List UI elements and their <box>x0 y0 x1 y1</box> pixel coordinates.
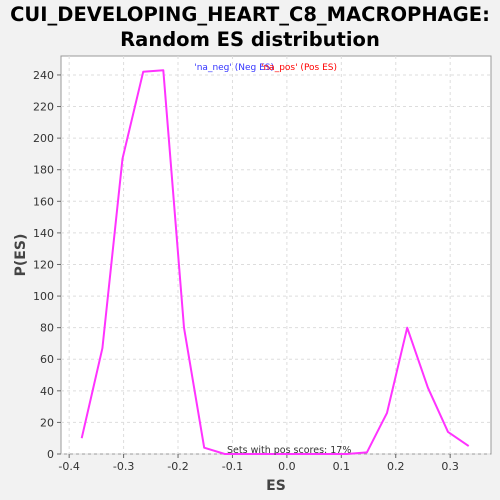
x-tick-label: -0.2 <box>167 460 188 473</box>
y-tick-label: 220 <box>33 101 54 114</box>
x-axis-label: ES <box>266 478 286 494</box>
axes: -0.4 -0.3 -0.2 -0.1 0.0 0.1 0.2 0.3 0 20 40 60 80 100… <box>33 69 459 473</box>
y-tick-label: 60 <box>40 353 54 366</box>
chart-title-line2: Random ES distribution <box>120 28 380 51</box>
y-tick-label: 240 <box>33 69 54 82</box>
pos-scores-annotation: Sets with pos scores: 17% <box>227 445 351 456</box>
y-tick-label: 160 <box>33 195 54 208</box>
y-tick-label: 20 <box>40 416 54 429</box>
y-tick-label: 140 <box>33 227 54 240</box>
chart-title-line1: CUI_DEVELOPING_HEART_C8_MACROPHAGE: <box>10 3 490 26</box>
series-line-0 <box>80 69 470 455</box>
legend-entry-pos: 'na_pos' (Pos ES) <box>261 63 337 73</box>
x-tick-label: -0.1 <box>222 460 243 473</box>
x-tick-label: 0.3 <box>441 460 459 473</box>
series-layer <box>80 69 470 455</box>
plot-area <box>60 55 492 455</box>
y-tick-label: 80 <box>40 322 54 335</box>
y-tick-label: 0 <box>47 448 54 461</box>
legend-entry-neg: 'na_neg' (Neg ES) <box>194 63 274 73</box>
y-tick-label: 120 <box>33 258 54 271</box>
y-tick-label: 40 <box>40 385 54 398</box>
y-tick-label: 100 <box>33 290 54 303</box>
grid <box>61 56 491 455</box>
y-tick-label: 180 <box>33 164 54 177</box>
x-tick-label: 0.2 <box>387 460 405 473</box>
y-tick-label: 200 <box>33 132 54 145</box>
y-axis-label: P(ES) <box>13 234 29 277</box>
x-tick-label: -0.3 <box>113 460 134 473</box>
x-tick-label: -0.4 <box>58 460 79 473</box>
x-tick-label: 0.0 <box>278 460 296 473</box>
x-tick-label: 0.1 <box>333 460 351 473</box>
legend: 'na_neg' (Neg ES) 'na_pos' (Pos ES) <box>194 63 337 73</box>
chart-title: CUI_DEVELOPING_HEART_C8_MACROPHAGE: Rand… <box>0 2 500 52</box>
